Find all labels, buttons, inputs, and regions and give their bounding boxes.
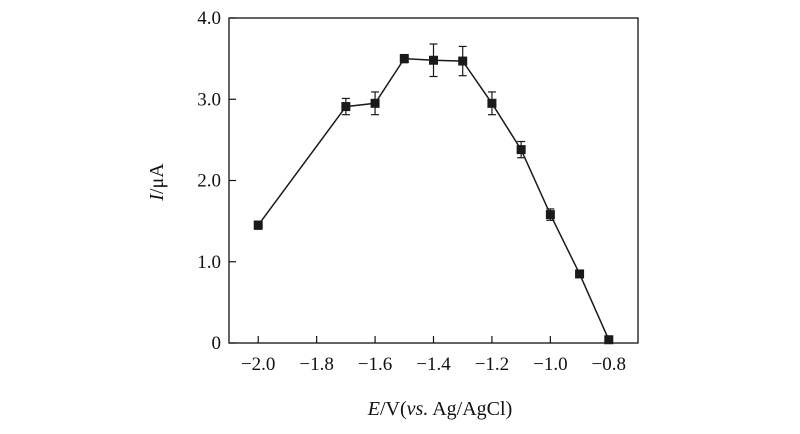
x-tick-label: −1.8 [299,354,333,375]
x-tick-label: −1.0 [533,354,567,375]
data-point [575,269,585,279]
data-point [370,98,380,108]
data-point [516,145,526,155]
data-point [458,56,468,66]
y-tick-label: 1.0 [197,252,221,273]
y-tick-label: 2.0 [197,171,221,192]
y-tick-label: 3.0 [197,89,221,110]
x-tick-label: −1.2 [475,354,509,375]
data-point [253,220,263,230]
data-point [429,55,438,65]
x-tick-label: −1.4 [416,354,451,375]
data-point [604,335,614,345]
y-tick-label: 4.0 [197,8,221,29]
x-tick-label: −1.6 [358,354,392,375]
x-tick-label: −0.8 [592,354,626,375]
data-point [341,102,351,112]
data-point [399,54,409,64]
y-axis-label: I/μA [146,163,168,202]
x-axis-label: E/V(vs. Ag/AgCl) [367,398,512,420]
series-line [257,57,610,341]
y-tick-label: 0 [212,333,222,354]
data-point [545,210,555,220]
x-tick-label: −2.0 [241,354,275,375]
data-point [487,98,497,108]
